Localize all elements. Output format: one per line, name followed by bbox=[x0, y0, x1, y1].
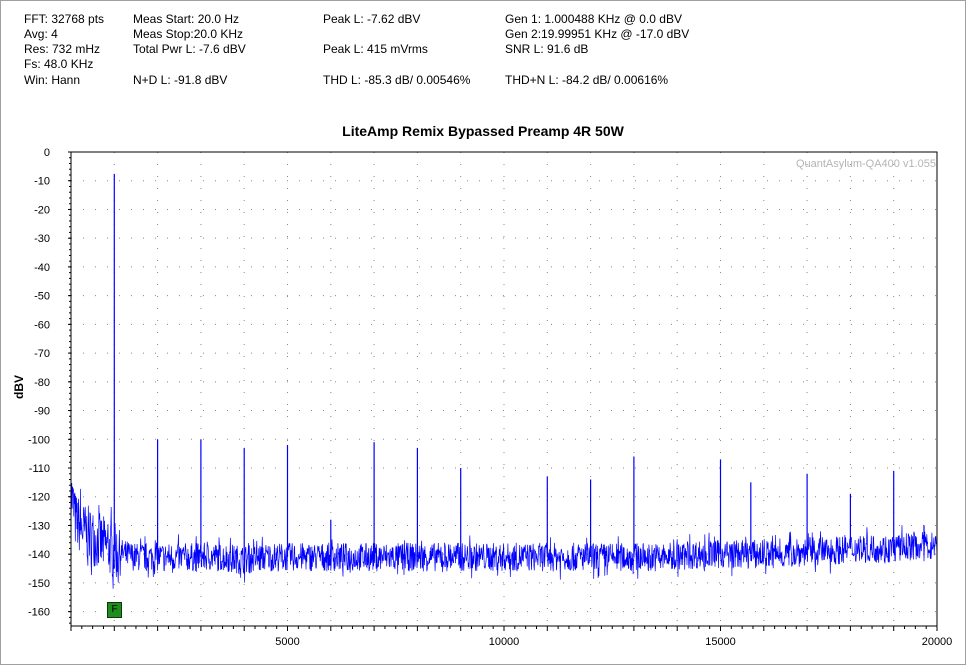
readout-thd: THD L: -85.3 dB/ 0.00546% bbox=[323, 73, 471, 87]
y-tick-label: -30 bbox=[34, 233, 50, 245]
y-tick-label: -160 bbox=[28, 607, 50, 619]
y-tick-label: -100 bbox=[28, 434, 50, 446]
y-axis-ticks: 0 -10 -20 -30 -40 -50 -60 -70 -80 -90 -100 -110 -120… bbox=[28, 147, 71, 624]
y-tick-label: -10 bbox=[34, 176, 50, 188]
x-tick-label: 15000 bbox=[705, 636, 736, 648]
readout-fs: Fs: 48.0 KHz bbox=[24, 57, 94, 71]
readout-thd-n: THD+N L: -84.2 dB/ 0.00616% bbox=[505, 73, 669, 87]
readout-avg: Avg: 4 bbox=[24, 27, 58, 41]
readout-peak-mvrms: Peak L: 415 mVrms bbox=[323, 42, 428, 56]
readout-noise-distortion: N+D L: -91.8 dBV bbox=[133, 73, 228, 87]
x-tick-label: 20000 bbox=[922, 636, 953, 648]
readout-meas-stop: Meas Stop:20.0 KHz bbox=[133, 27, 244, 41]
readout-gen1: Gen 1: 1.000488 KHz @ 0.0 dBV bbox=[505, 12, 682, 26]
y-tick-label: -60 bbox=[34, 319, 50, 331]
y-tick-label: -80 bbox=[34, 377, 50, 389]
x-tick-label: 10000 bbox=[489, 636, 520, 648]
y-tick-label: -110 bbox=[29, 463, 50, 475]
x-axis-ticks: 5000 10000 15000 20000 bbox=[70, 626, 953, 648]
y-tick-label: -40 bbox=[34, 262, 50, 274]
chart-title: LiteAmp Remix Bypassed Preamp 4R 50W bbox=[342, 123, 624, 139]
x-tick-label: 5000 bbox=[275, 636, 299, 648]
y-tick-label: -120 bbox=[28, 492, 50, 504]
readout-window: Win: Hann bbox=[24, 73, 81, 87]
y-tick-label: -90 bbox=[34, 406, 50, 418]
spectrum-trace bbox=[70, 173, 938, 589]
readout-gen2: Gen 2:19.99951 KHz @ -17.0 dBV bbox=[505, 27, 690, 41]
readout-res: Res: 732 mHz bbox=[24, 42, 101, 56]
readout-snr: SNR L: 91.6 dB bbox=[505, 42, 589, 56]
readout-meas-start: Meas Start: 20.0 Hz bbox=[133, 12, 240, 26]
y-tick-label: 0 bbox=[44, 147, 50, 159]
plot-area-border bbox=[70, 151, 938, 627]
y-tick-label: -140 bbox=[28, 549, 50, 561]
readout-fft: FFT: 32768 pts bbox=[24, 12, 105, 26]
frequency-marker[interactable]: F bbox=[107, 602, 122, 618]
y-tick-label: -50 bbox=[34, 291, 50, 303]
y-tick-label: -70 bbox=[34, 348, 50, 360]
watermark-text: QuantAsylum-QA400 v1.055 bbox=[795, 158, 936, 170]
y-tick-label: -20 bbox=[34, 204, 50, 216]
y-tick-label: -150 bbox=[28, 578, 50, 590]
y-tick-label: -130 bbox=[28, 520, 50, 532]
readout-total-power: Total Pwr L: -7.6 dBV bbox=[133, 42, 246, 56]
readout-peak-dbv: Peak L: -7.62 dBV bbox=[323, 12, 421, 26]
noise-floor-trace bbox=[70, 482, 938, 589]
